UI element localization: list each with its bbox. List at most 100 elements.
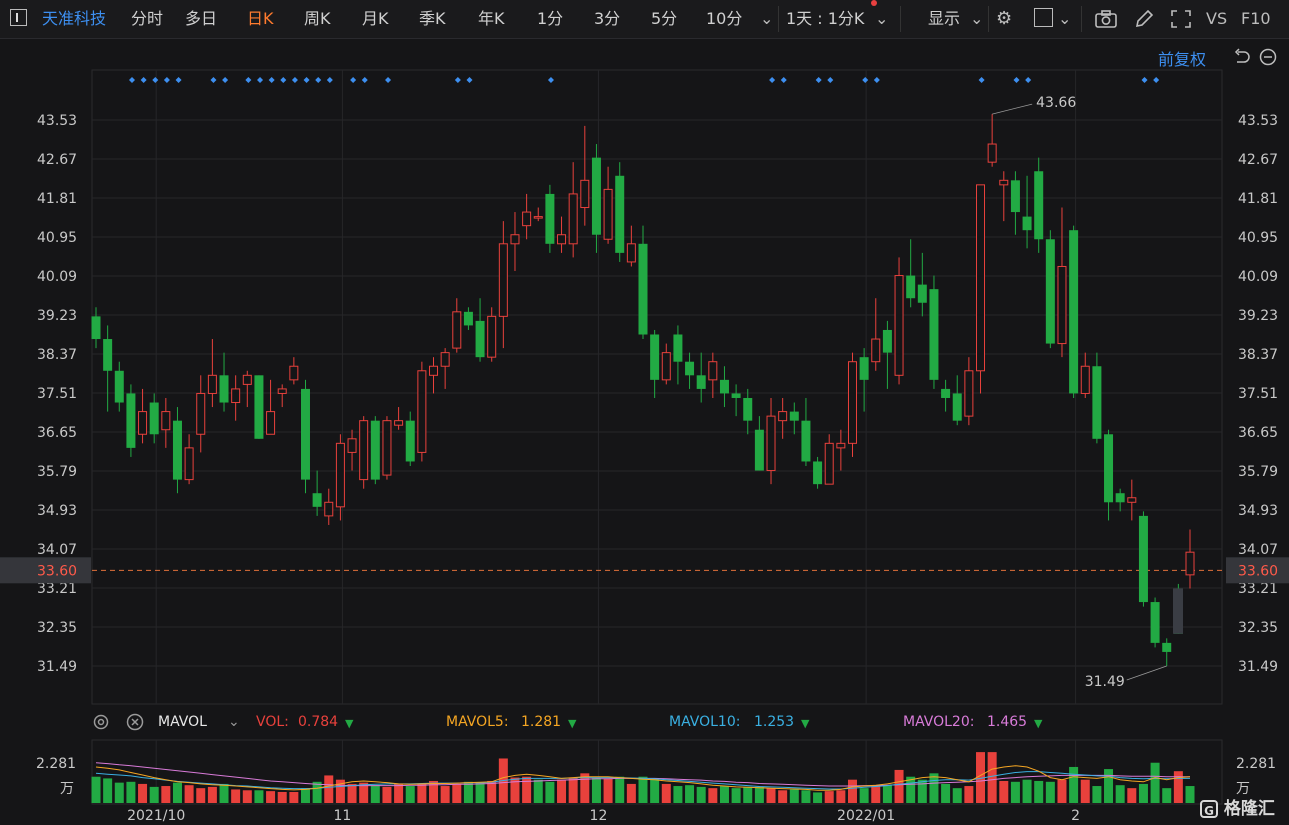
price-tick-right: 42.67	[1238, 152, 1278, 168]
volume-bar	[638, 776, 648, 803]
x-axis-label: 2021/10	[127, 808, 185, 824]
price-tick-right: 34.07	[1238, 542, 1278, 558]
volume-bar	[1092, 786, 1102, 803]
candle-body	[1150, 602, 1160, 643]
price-tick-left: 41.81	[37, 191, 77, 207]
volume-bar	[626, 783, 636, 803]
display-chevron-icon[interactable]: ⌄	[970, 9, 984, 28]
event-marker	[140, 77, 147, 83]
volume-bar	[405, 786, 415, 803]
period-tab-3min[interactable]: 3分	[594, 9, 621, 28]
gear-icon[interactable]: ⚙	[996, 8, 1013, 29]
event-marker	[862, 77, 869, 83]
volume-bar	[510, 777, 520, 803]
interval-select[interactable]: 1天 : 1分K	[786, 9, 865, 28]
candle-body	[789, 411, 799, 421]
event-marker	[210, 77, 217, 83]
volume-bar	[685, 785, 695, 803]
volume-bar	[987, 752, 997, 803]
square-icon[interactable]	[1034, 8, 1053, 27]
candle-body	[370, 420, 380, 480]
camera-icon[interactable]	[1094, 9, 1118, 34]
volume-bar	[335, 779, 345, 803]
mavol5-down-arrow-icon: ▼	[568, 717, 577, 730]
candle-body	[172, 420, 182, 480]
event-marker	[175, 77, 182, 83]
indicator-name[interactable]: MAVOL	[158, 714, 207, 730]
toolbar-divider	[778, 6, 779, 32]
vs-button[interactable]: VS	[1206, 9, 1228, 28]
volume-bar	[696, 786, 706, 803]
period-tab-monthly[interactable]: 月K	[362, 9, 389, 28]
chevron-down-icon[interactable]: ⌄	[760, 9, 774, 28]
volume-bar	[743, 786, 753, 803]
candle-body	[1138, 515, 1148, 603]
candlestick-chart[interactable]: 43.53 43.53 42.67 42.67 41.81 41.81 40.95 40.95…	[0, 38, 1289, 825]
vol-down-arrow-icon: ▼	[345, 717, 354, 730]
period-tab-10min[interactable]: 10分	[706, 9, 743, 28]
candle-body	[545, 193, 555, 244]
price-tick-left: 42.67	[37, 152, 77, 168]
interval-chevron-icon[interactable]: ⌄	[875, 9, 889, 28]
period-tab-weekly[interactable]: 周K	[304, 9, 331, 28]
volume-bar	[1104, 769, 1114, 803]
candle-body	[638, 243, 648, 335]
volume-tick-left: 2.281	[36, 756, 76, 772]
event-marker	[245, 77, 252, 83]
period-tab-1min[interactable]: 1分	[537, 9, 564, 28]
volume-bar	[417, 783, 427, 803]
undo-icon[interactable]	[1232, 48, 1252, 70]
zoom-out-icon[interactable]	[1259, 48, 1279, 70]
candle-body	[103, 339, 113, 371]
price-tick-left: 40.95	[37, 230, 77, 246]
panel-icon[interactable]	[10, 9, 27, 26]
volume-bar	[719, 786, 729, 803]
candle-body	[999, 179, 1009, 186]
fullscreen-icon[interactable]	[1170, 9, 1192, 34]
candle-body	[312, 493, 322, 507]
square-chevron-icon[interactable]: ⌄	[1058, 9, 1072, 28]
candle-body	[696, 375, 706, 389]
candle-body	[335, 442, 345, 508]
event-marker	[361, 77, 368, 83]
candle-body	[871, 338, 881, 363]
volume-bar	[277, 791, 287, 803]
stock-name[interactable]: 天准科技	[42, 9, 107, 28]
period-tab-5min[interactable]: 5分	[651, 9, 678, 28]
volume-bar	[254, 790, 264, 803]
high-price-label: 43.66	[1036, 95, 1076, 111]
price-tick-right: 39.23	[1238, 308, 1278, 324]
period-tab-daily[interactable]: 日K	[247, 9, 274, 28]
pencil-icon[interactable]	[1133, 9, 1155, 34]
low-leader-line	[1126, 665, 1167, 681]
display-menu[interactable]: 显示	[928, 9, 961, 28]
volume-bar	[429, 780, 439, 803]
price-tick-right: 41.81	[1238, 191, 1278, 207]
f10-button[interactable]: F10	[1241, 9, 1271, 28]
period-tab-quarterly[interactable]: 季K	[419, 9, 446, 28]
candle-body	[277, 388, 287, 394]
volume-bar	[661, 783, 671, 803]
price-adjust-toggle[interactable]: 前复权	[1158, 50, 1207, 69]
indicator-close-icon[interactable]	[126, 713, 144, 735]
indicator-chevron-icon[interactable]: ⌄	[228, 714, 240, 730]
volume-bar	[172, 782, 182, 803]
period-tab-yearly[interactable]: 年K	[478, 9, 505, 28]
candle-body	[1127, 497, 1137, 503]
candle-body	[1162, 642, 1172, 652]
candle-body	[114, 370, 124, 403]
volume-bar	[103, 778, 113, 803]
candle-body	[766, 415, 776, 472]
period-tab-intraday[interactable]: 分时	[131, 9, 164, 28]
volume-bar	[138, 783, 148, 803]
indicator-gear-icon[interactable]	[92, 713, 110, 735]
candle-body	[591, 157, 601, 235]
candle-body	[487, 315, 497, 358]
volume-bar	[382, 786, 392, 803]
period-tab-multi-day[interactable]: 多日	[185, 9, 218, 28]
volume-bar	[161, 786, 171, 803]
candle-body	[452, 311, 462, 349]
volume-bar	[266, 791, 276, 803]
volume-bar	[1022, 779, 1032, 803]
toolbar-divider	[1081, 6, 1082, 32]
